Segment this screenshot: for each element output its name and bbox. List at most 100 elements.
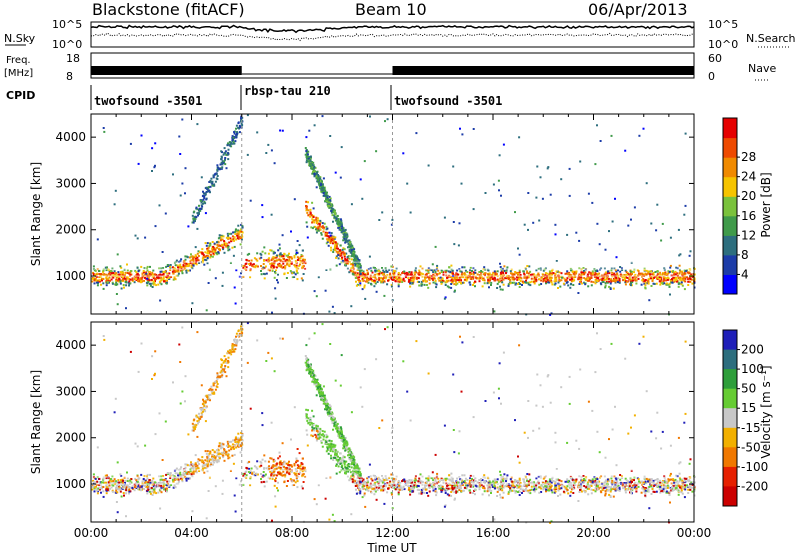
velocity-point	[399, 485, 402, 488]
power-point	[331, 207, 334, 210]
power-point	[348, 239, 351, 242]
power-point	[569, 275, 571, 278]
power-point	[677, 276, 680, 279]
power-point	[148, 282, 151, 285]
power-point	[357, 262, 360, 265]
power-point	[255, 264, 258, 267]
power-point	[195, 216, 198, 219]
power-point	[635, 276, 638, 279]
power-point	[294, 260, 297, 263]
power-point	[102, 282, 105, 285]
power-point	[205, 198, 208, 201]
power-point	[411, 279, 414, 282]
power-point	[100, 277, 103, 280]
power-point	[375, 150, 378, 153]
velocity-point	[414, 475, 417, 478]
power-point	[126, 269, 129, 272]
power-point	[652, 273, 655, 276]
velocity-point	[462, 489, 465, 492]
power-point	[279, 255, 281, 258]
power-point	[327, 205, 330, 208]
power-point	[298, 244, 301, 247]
power-point	[166, 264, 169, 266]
freq-block	[392, 66, 694, 75]
power-point	[528, 265, 531, 268]
noise-left-tick-high: 10^5	[52, 18, 82, 31]
velocity-point	[272, 464, 275, 467]
velocity-point	[360, 477, 363, 480]
velocity-point	[352, 472, 355, 475]
velocity-point	[646, 490, 649, 493]
velocity-point	[507, 491, 510, 494]
power-point	[693, 273, 696, 276]
velocity-point	[367, 489, 370, 492]
power-point	[228, 248, 231, 251]
power-point	[355, 280, 357, 283]
power-point	[469, 277, 472, 280]
velocity-point	[264, 473, 267, 476]
power-point	[225, 167, 228, 170]
velocity-point	[447, 487, 450, 490]
power-point	[424, 273, 427, 276]
velocity-point	[325, 450, 328, 453]
velocity-point	[560, 480, 563, 483]
power-point	[192, 259, 195, 262]
power-point	[117, 271, 120, 274]
power-point	[374, 276, 377, 279]
power-point	[554, 233, 557, 236]
power-point	[526, 276, 529, 279]
power-point	[151, 286, 154, 288]
power-point	[487, 278, 490, 281]
velocity-point	[175, 467, 178, 470]
velocity-point	[525, 487, 527, 490]
power-point	[680, 279, 683, 282]
power-point	[279, 129, 282, 132]
power-point	[147, 280, 150, 283]
power-point	[409, 282, 412, 285]
velocity-point	[248, 467, 251, 470]
power-point	[518, 269, 521, 272]
power-point	[567, 272, 570, 275]
power-point	[128, 282, 131, 285]
power-point	[348, 248, 351, 251]
velocity-point	[501, 496, 504, 499]
power-point	[372, 275, 375, 278]
velocity-point	[91, 485, 94, 488]
power-point	[321, 180, 323, 183]
power-point	[570, 275, 573, 278]
power-point	[304, 262, 307, 265]
power-point	[425, 272, 428, 275]
velocity-point	[581, 480, 583, 483]
power-point	[365, 280, 368, 283]
power-point	[326, 238, 329, 241]
power-point	[356, 255, 358, 258]
power-point	[111, 281, 114, 284]
power-point	[376, 272, 379, 275]
power-point	[245, 262, 248, 265]
power-point	[336, 220, 339, 223]
velocity-point	[288, 472, 290, 475]
power-point	[339, 176, 342, 179]
power-point	[653, 283, 656, 285]
power-point	[660, 278, 663, 281]
power-point	[143, 279, 145, 282]
power-point	[384, 120, 386, 123]
power-point	[267, 258, 270, 261]
power-point	[573, 273, 576, 276]
velocity-point	[306, 419, 309, 422]
velocity-point	[264, 460, 267, 463]
velocity-point	[557, 495, 559, 497]
power-point	[630, 284, 632, 287]
power-point	[120, 273, 123, 276]
power-point	[417, 272, 420, 275]
power-point	[507, 284, 510, 287]
power-point	[140, 277, 143, 280]
velocity-point	[419, 473, 422, 476]
power-point	[234, 140, 237, 143]
velocity-point	[465, 484, 467, 487]
power-point	[386, 270, 389, 273]
power-point	[678, 254, 681, 257]
power-point	[270, 149, 273, 152]
velocity-point	[480, 479, 482, 482]
power-point	[413, 276, 416, 279]
